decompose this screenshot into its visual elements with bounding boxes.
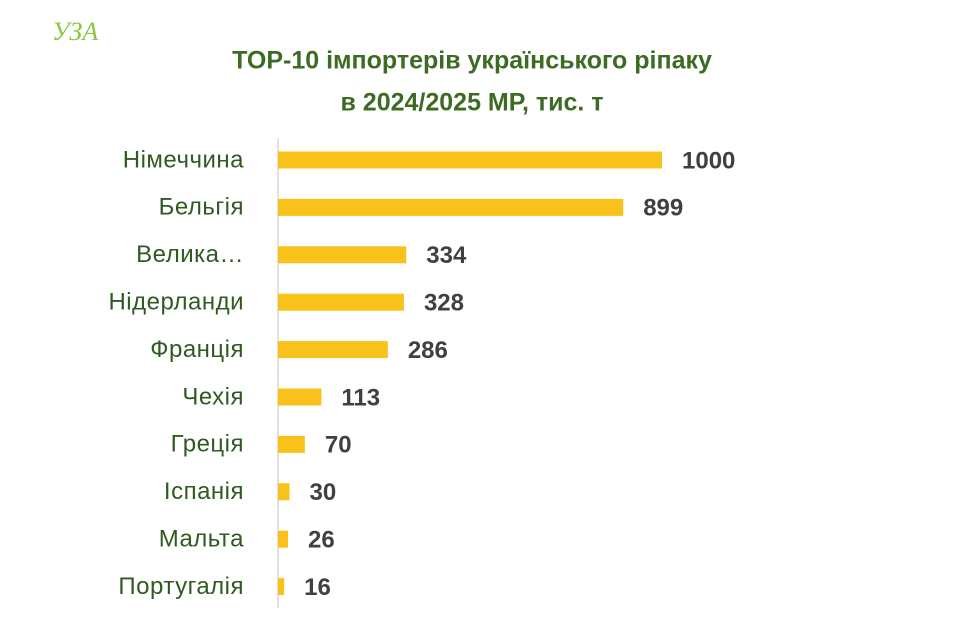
bar — [278, 530, 288, 548]
category-label: Нідерланди — [108, 289, 244, 316]
category-label: Чехія — [182, 383, 244, 410]
logo: УЗА — [52, 17, 98, 46]
category-label: Велика… — [136, 241, 244, 268]
value-label: 70 — [325, 432, 352, 459]
category-label: Німеччина — [123, 146, 244, 173]
bar — [278, 435, 305, 453]
chart-title: TOP-10 імпортерів українського ріпаку — [232, 47, 712, 75]
value-label: 16 — [304, 574, 331, 601]
value-label: 1000 — [682, 147, 735, 174]
value-label: 334 — [426, 242, 467, 269]
bar — [278, 198, 624, 216]
chart-subtitle: в 2024/2025 МР, тис. т — [340, 89, 603, 117]
bar — [278, 293, 404, 311]
bar — [278, 388, 322, 406]
category-label: Бельгія — [159, 194, 244, 221]
value-label: 328 — [424, 290, 464, 317]
bar — [278, 151, 662, 169]
category-label: Португалія — [118, 573, 244, 600]
value-label: 899 — [643, 195, 683, 222]
value-label: 113 — [341, 384, 380, 411]
bar — [278, 246, 407, 264]
category-label: Іспанія — [164, 478, 244, 505]
category-label: Греція — [171, 431, 244, 458]
bar — [278, 578, 285, 596]
value-label: 30 — [310, 479, 337, 506]
bar — [278, 341, 388, 359]
category-label: Мальта — [159, 526, 244, 553]
value-label: 286 — [408, 337, 448, 364]
bar — [278, 483, 290, 501]
category-label: Франція — [150, 336, 244, 363]
value-label: 26 — [308, 527, 335, 554]
